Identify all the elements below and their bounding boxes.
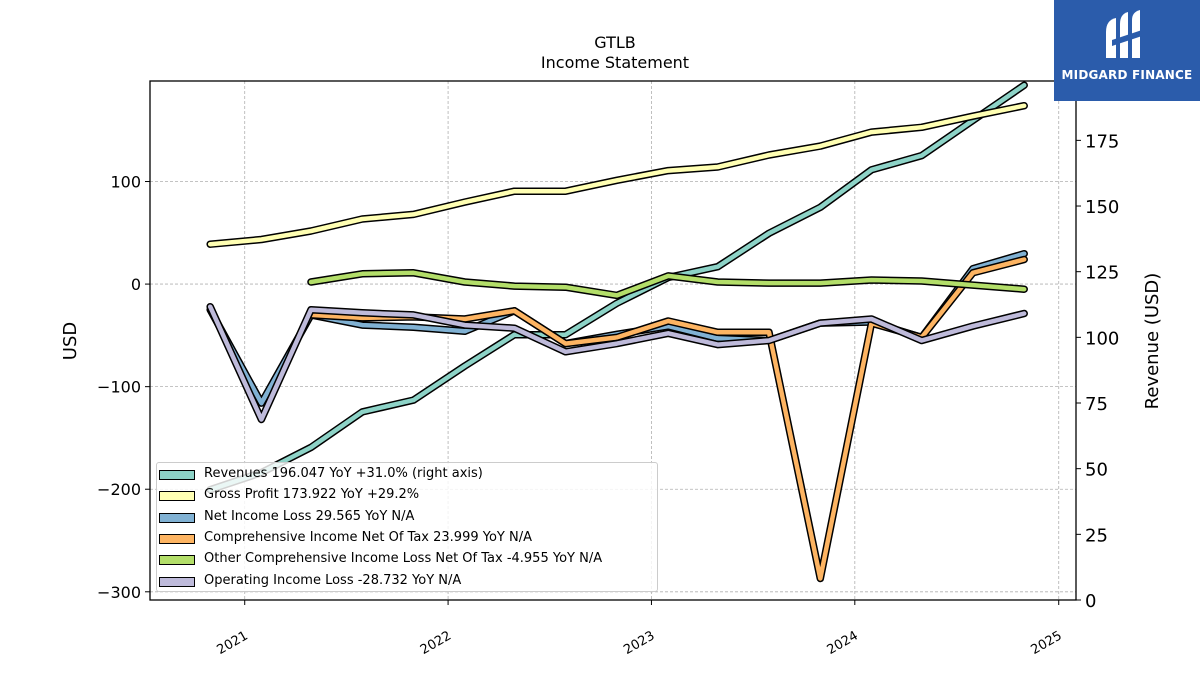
chart-title: GTLB [594,33,636,52]
series-outline [206,101,1028,248]
y-right-tick-label: 125 [1085,263,1119,284]
y-right-tick-label: 175 [1085,131,1119,152]
series-outline [206,302,1028,424]
series-outline [206,81,1028,494]
legend: Revenues 196.047 YoY +31.0% (right axis)… [156,462,658,592]
x-tick-label: 2023 [621,628,657,658]
x-tick-label: 2022 [418,628,454,658]
series-layer [206,81,1028,583]
series-line [308,270,1027,298]
x-tick-label: 2021 [215,628,251,658]
y-right-tick-label: 75 [1085,394,1108,415]
brand-logo: MIDGARD FINANCE [1054,0,1200,101]
legend-label: Gross Profit 173.922 YoY +29.2% [204,487,420,503]
y-left-tick-label: 0 [131,275,141,294]
y-left-tick-label: −200 [97,480,141,499]
legend-label: Net Income Loss 29.565 YoY N/A [204,508,415,524]
series-gross-profit [206,101,1028,248]
y-right-tick-label: 50 [1085,460,1108,481]
logo-text: MIDGARD FINANCE [1061,68,1193,82]
legend-swatch [159,576,195,587]
legend-swatch [159,470,195,480]
y-right-tick-label: 25 [1085,525,1108,546]
legend-swatch [159,512,195,523]
chart-subtitle: Income Statement [540,53,690,72]
y-axis-left-label: USD [60,322,81,360]
plot-frame [149,80,1077,601]
x-tick-label: 2025 [1029,628,1065,658]
legend-label: Revenues 196.047 YoY +31.0% (right axis) [204,466,483,481]
legend-swatch [159,491,195,502]
x-axis: 2021 2022 2023 2024 2025 [215,600,1065,658]
series-line [207,103,1027,247]
y-axis-left: 100 0 −100 −200 −300 [97,173,150,602]
legend-label: Other Comprehensive Income Loss Net Of T… [204,551,603,567]
legend-label: Comprehensive Income Net Of Tax 23.999 Y… [204,529,532,545]
y-axis-right-label: Revenue (USD) [1142,273,1163,410]
series-other-comprehensive-income-loss-net-of-tax [307,269,1028,300]
series-line [207,304,1027,422]
y-right-tick-label: 100 [1085,328,1119,349]
y-left-tick-label: −100 [97,378,141,397]
y-axis-right: 175 150 125 100 75 50 25 0 [1076,131,1119,612]
y-right-tick-label: 0 [1085,591,1096,612]
legend-label: Operating Income Loss -28.732 YoY N/A [204,572,462,588]
y-left-tick-label: −300 [97,583,141,602]
legend-swatch [159,555,195,566]
series-line [207,82,1027,492]
y-left-tick-label: 100 [110,173,141,192]
series-revenues [206,81,1028,494]
x-tick-label: 2024 [825,628,861,658]
series-operating-income-loss [206,302,1028,424]
logo-mark-icon [1106,10,1142,58]
y-right-tick-label: 150 [1085,197,1119,218]
legend-swatch [159,533,195,544]
